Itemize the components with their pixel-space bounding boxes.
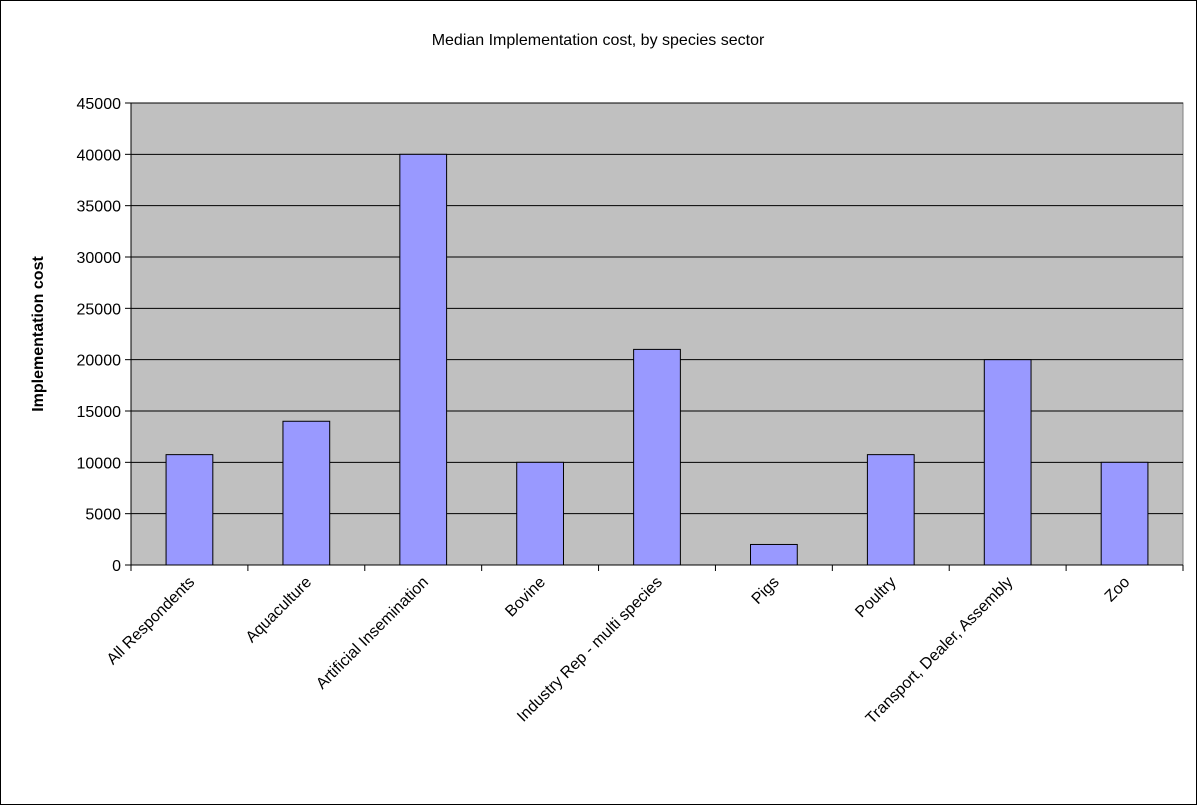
bar: [399, 153, 448, 566]
bar: [282, 420, 331, 566]
bar: [983, 359, 1032, 566]
y-tick-label: 15000: [77, 404, 122, 421]
y-tick-label: 35000: [77, 199, 122, 216]
bar: [516, 461, 564, 566]
bar: [633, 348, 681, 566]
y-tick-label: 20000: [77, 353, 122, 370]
y-tick-labels: 0 5000 10000 15000 20000 25000 30000 35000 40000…: [77, 96, 122, 575]
y-tick-label: 10000: [77, 455, 122, 472]
bar: [866, 454, 915, 566]
bar: [165, 454, 214, 566]
y-tick-label: 5000: [85, 507, 121, 524]
bar: [1100, 461, 1149, 566]
bars: [165, 153, 1149, 566]
y-tick-label: 25000: [77, 301, 122, 318]
bar: [750, 543, 798, 566]
y-tick-label: 0: [112, 558, 121, 575]
y-tick-label: 40000: [77, 147, 122, 164]
axes: [125, 102, 1184, 571]
y-tick-label: 45000: [77, 96, 122, 113]
y-tick-label: 30000: [77, 250, 122, 267]
y-axis-label: Implementation cost: [30, 256, 47, 412]
chart-title: Median Implementation cost, by species s…: [432, 32, 765, 49]
